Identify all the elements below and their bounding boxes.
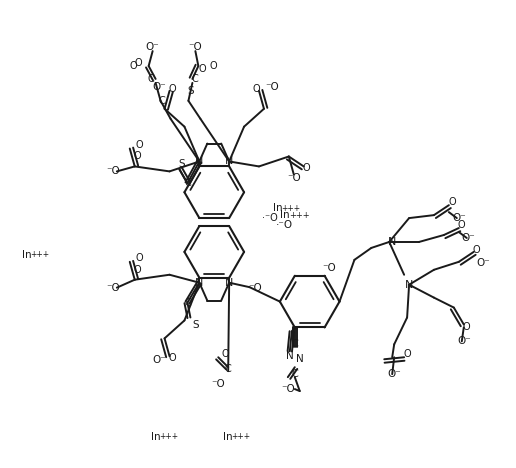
Text: O: O (458, 220, 465, 230)
Text: O: O (134, 152, 141, 161)
Text: O⁻: O⁻ (462, 233, 476, 243)
Text: C: C (292, 369, 298, 379)
Text: O: O (134, 265, 141, 275)
Text: In: In (280, 210, 289, 220)
Text: O: O (136, 139, 143, 150)
Text: ⁻O: ⁻O (106, 167, 120, 176)
Text: C: C (184, 298, 191, 307)
Text: In: In (223, 432, 233, 442)
Text: O: O (463, 322, 471, 332)
Text: N: N (225, 156, 233, 167)
Text: O: O (169, 353, 176, 363)
Text: N: N (195, 278, 203, 288)
Text: N: N (195, 156, 203, 167)
Text: O: O (404, 349, 411, 359)
Text: +++: +++ (289, 211, 310, 219)
Text: ⁻O: ⁻O (188, 42, 202, 52)
Text: O: O (136, 253, 143, 263)
Text: C: C (147, 74, 154, 84)
Text: O: O (169, 84, 176, 94)
Text: O: O (473, 245, 480, 255)
Text: N: N (286, 351, 294, 361)
Text: O: O (130, 61, 138, 71)
Text: N: N (388, 237, 396, 247)
Text: S: S (187, 86, 194, 96)
Text: O: O (135, 58, 142, 68)
Text: +++: +++ (232, 432, 251, 441)
Text: O: O (448, 197, 456, 207)
Text: C: C (225, 364, 232, 374)
Text: C: C (184, 178, 191, 188)
Text: N: N (296, 354, 303, 364)
Text: C: C (192, 74, 199, 84)
Text: O⁻: O⁻ (452, 213, 465, 223)
Text: O: O (252, 84, 260, 94)
Text: ·⁻O: ·⁻O (276, 220, 294, 230)
Text: ⁻O: ⁻O (212, 379, 225, 389)
Text: In: In (22, 250, 31, 260)
Text: In: In (151, 432, 160, 442)
Text: ⁻O: ⁻O (281, 384, 295, 394)
Text: O⁻: O⁻ (457, 336, 471, 346)
Text: O: O (221, 349, 229, 359)
Text: In: In (273, 203, 283, 213)
Text: ⁻O: ⁻O (265, 82, 279, 92)
Text: +++: +++ (281, 204, 300, 212)
Text: ⁻O: ⁻O (106, 283, 120, 292)
Text: +++: +++ (159, 432, 178, 441)
Text: C: C (158, 96, 165, 106)
Text: N: N (225, 278, 233, 288)
Text: S: S (192, 321, 199, 330)
Text: ⁻O: ⁻O (322, 263, 336, 273)
Text: O: O (209, 61, 217, 71)
Text: N: N (405, 280, 413, 290)
Text: O⁻: O⁻ (477, 258, 491, 268)
Text: S: S (178, 160, 185, 169)
Text: O: O (303, 163, 311, 174)
Text: C: C (292, 339, 298, 349)
Text: O⁻: O⁻ (388, 369, 401, 379)
Text: ·⁻O: ·⁻O (262, 213, 278, 223)
Text: ⁻O: ⁻O (248, 283, 262, 292)
Text: ⁻O: ⁻O (287, 173, 301, 183)
Text: O: O (199, 64, 206, 74)
Text: +++: +++ (30, 250, 49, 259)
Text: O⁻: O⁻ (153, 355, 167, 365)
Text: O⁻: O⁻ (146, 42, 159, 52)
Text: O⁻: O⁻ (153, 82, 167, 92)
